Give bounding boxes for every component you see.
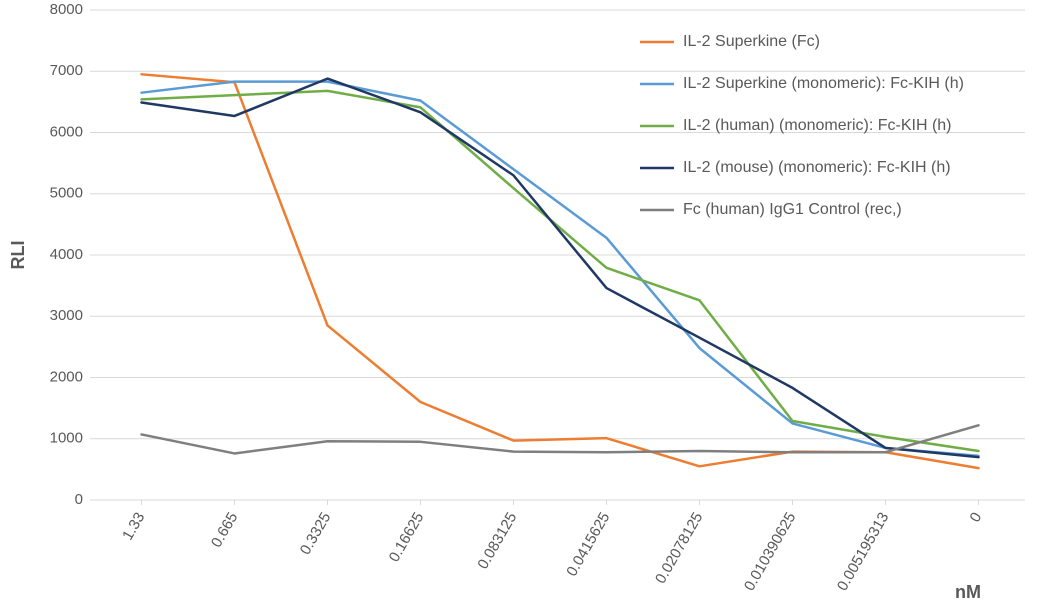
y-tick-label: 5000 — [50, 185, 83, 202]
y-tick-label: 1000 — [50, 430, 83, 447]
legend-item: IL-2 (human) (monomeric): Fc-KIH (h) — [640, 117, 952, 134]
y-tick-label: 0 — [75, 491, 83, 508]
legend-item: IL-2 Superkine (monomeric): Fc-KIH (h) — [640, 75, 964, 92]
y-axis-label: RLI — [8, 241, 28, 270]
y-tick-label: 2000 — [50, 368, 83, 385]
legend-label: IL-2 Superkine (monomeric): Fc-KIH (h) — [683, 75, 964, 92]
y-tick-label: 7000 — [50, 62, 83, 79]
legend-item: IL-2 (mouse) (monomeric): Fc-KIH (h) — [640, 159, 951, 176]
legend-label: Fc (human) IgG1 Control (rec,) — [683, 201, 902, 218]
legend-label: IL-2 (mouse) (monomeric): Fc-KIH (h) — [683, 159, 951, 176]
x-axis-label: nM — [955, 582, 981, 602]
y-tick-label: 8000 — [50, 1, 83, 18]
y-tick-label: 6000 — [50, 123, 83, 140]
legend-label: IL-2 (human) (monomeric): Fc-KIH (h) — [683, 117, 952, 134]
y-tick-label: 4000 — [50, 246, 83, 263]
y-tick-label: 3000 — [50, 307, 83, 324]
legend-label: IL-2 Superkine (Fc) — [683, 33, 820, 50]
